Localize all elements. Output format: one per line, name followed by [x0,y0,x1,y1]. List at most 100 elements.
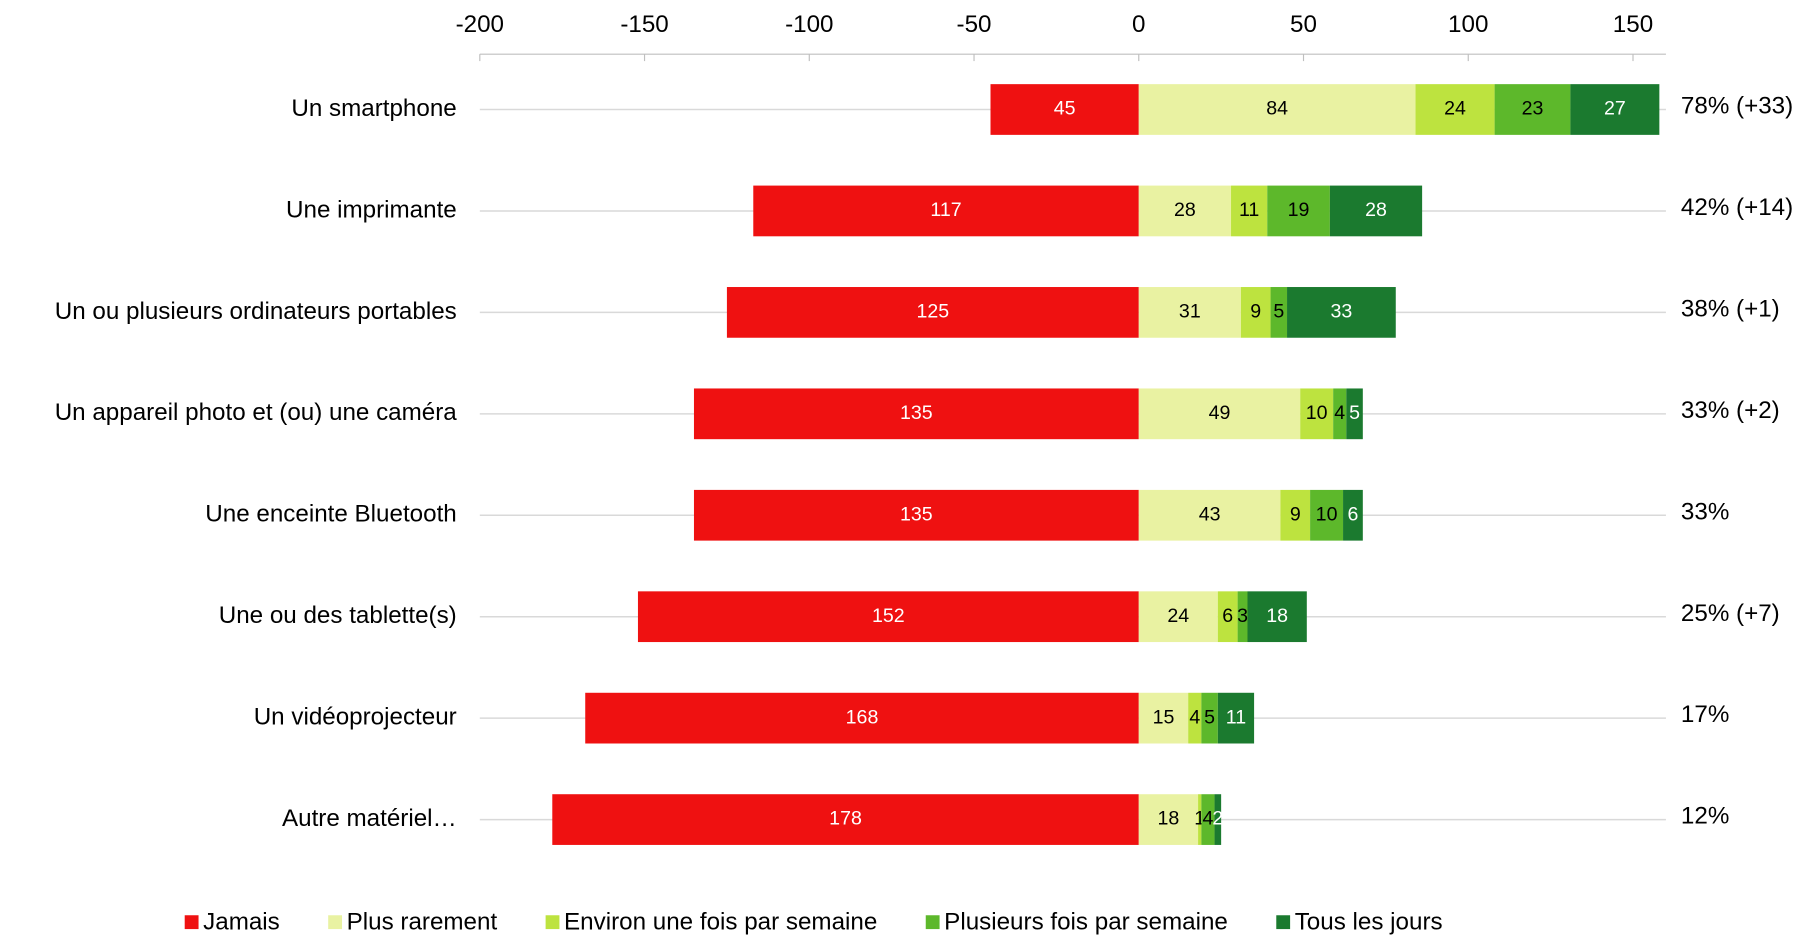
category-label: Un vidéoprojecteur [254,704,457,731]
x-tick-label: 100 [1448,11,1488,38]
data-label: 24 [1167,605,1189,627]
bar-segment [1287,287,1396,338]
data-label: 4 [1334,402,1345,424]
data-label: 28 [1365,199,1387,221]
x-tick-label: 0 [1132,11,1145,38]
bar-segment [1138,591,1218,643]
bar-segment [1138,287,1241,338]
bar-segment [1237,591,1248,643]
data-label: 9 [1290,503,1301,525]
annotation: 38% (+1) [1681,295,1780,322]
data-label: 18 [1266,605,1288,627]
bar-segment [1280,489,1311,541]
bar-segment [693,388,1139,440]
bar-segment [1188,692,1202,744]
x-tick-label: 50 [1290,11,1317,38]
category-label: Une ou des tablette(s) [219,602,457,629]
annotation: 78% (+33) [1681,93,1793,120]
annotation: 17% [1681,701,1729,728]
data-label: 168 [846,706,879,728]
bar-segment [1138,388,1301,440]
data-label: 43 [1199,503,1221,525]
data-label: 49 [1209,402,1231,424]
bar-segment [1494,84,1571,135]
category-label: Autre matériel… [282,805,457,832]
category-label: Un appareil photo et (ou) une caméra [55,399,458,426]
bar-segment [1333,388,1347,440]
bar-segment [1343,489,1363,541]
bar-segment [552,794,1139,845]
data-label: 178 [829,808,862,830]
annotation: 33% (+2) [1681,397,1780,424]
annotation: 25% (+7) [1681,600,1780,627]
bar-segment [1217,591,1238,643]
data-label: 3 [1237,605,1248,627]
data-label: 135 [900,402,933,424]
bar-segment [1138,794,1199,845]
bar-segment [1300,388,1334,440]
legend-label: Jamais [203,909,280,936]
data-label: 28 [1174,199,1196,221]
data-label: 23 [1522,98,1544,120]
legend-label: Environ une fois par semaine [564,909,877,936]
data-label: 11 [1226,706,1246,728]
x-tick-label: -50 [957,11,992,38]
bar-segment [1198,794,1202,845]
data-label: 33 [1331,301,1353,323]
bar-segment [1570,84,1660,135]
category-label: Un ou plusieurs ordinateurs portables [55,298,457,325]
bar-segment [1214,794,1222,845]
bar-segment [1267,185,1330,237]
data-label: 31 [1179,301,1201,323]
annotation: 42% (+14) [1681,194,1793,221]
x-tick-label: -100 [785,11,833,38]
data-label: 1 [1194,808,1205,830]
annotation: 33% [1681,498,1729,525]
data-label: 4 [1203,808,1214,830]
bar-segment [637,591,1139,643]
x-tick-label: -150 [620,11,668,38]
data-label: 117 [930,199,961,221]
category-label: Une enceinte Bluetooth [205,501,456,528]
data-label: 10 [1306,402,1328,424]
legend-swatch [925,915,940,930]
data-label: 24 [1444,98,1466,120]
legend-swatch [328,915,343,930]
bar-segment [1201,692,1218,744]
data-label: 152 [872,605,905,627]
bar-segment [753,185,1139,237]
bar-segment [1240,287,1271,338]
x-tick-label: 150 [1613,11,1653,38]
bar-segment [1201,794,1215,845]
data-label: 6 [1347,503,1358,525]
data-label: 19 [1288,199,1310,221]
bar-segment [1270,287,1288,338]
data-label: 125 [917,301,950,323]
bar-segment [1329,185,1423,237]
data-label: 5 [1273,301,1284,323]
legend-label: Plus rarement [347,909,498,936]
bar-segment [585,692,1139,744]
data-label: 27 [1604,98,1626,120]
data-label: 10 [1316,503,1338,525]
bar-segment [1231,185,1268,237]
data-label: 2 [1212,808,1223,830]
data-label: 45 [1054,98,1076,120]
bar-segment [1247,591,1307,643]
legend-swatch [1276,915,1291,930]
bar-segment [693,489,1139,541]
data-label: 4 [1189,706,1200,728]
bar-segment [726,287,1139,338]
data-label: 18 [1158,808,1180,830]
bar-segment [1138,692,1189,744]
bar-segment [1415,84,1495,135]
data-label: 6 [1222,605,1233,627]
x-tick-label: -200 [456,11,504,38]
annotation: 12% [1681,803,1729,830]
data-label: 15 [1153,706,1175,728]
bar-segment [1138,185,1232,237]
category-label: Un smartphone [291,95,456,122]
bar-segment [1346,388,1363,440]
data-label: 11 [1239,199,1259,221]
